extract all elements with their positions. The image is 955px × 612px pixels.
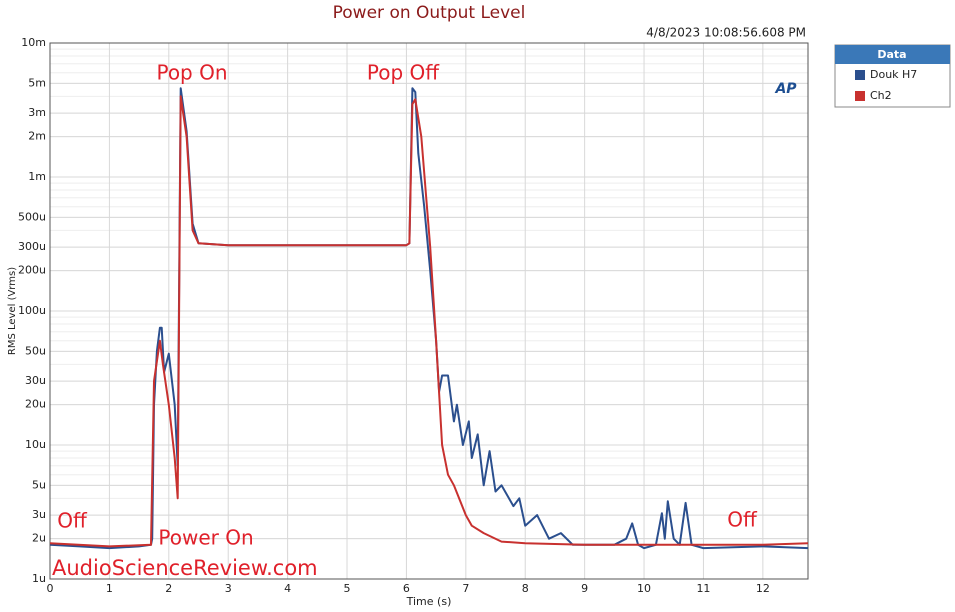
legend-swatch — [855, 91, 865, 101]
x-tick-label: 6 — [403, 582, 410, 595]
legend-label: Douk H7 — [870, 68, 917, 81]
y-tick-label: 10u — [25, 438, 46, 451]
y-tick-label: 50u — [25, 344, 46, 357]
annotation: Power On — [158, 526, 253, 550]
legend-title: Data — [877, 48, 906, 61]
y-tick-label: 300u — [18, 240, 46, 253]
y-tick-label: 2u — [32, 532, 46, 545]
y-tick-label: 100u — [18, 304, 46, 317]
x-tick-label: 5 — [344, 582, 351, 595]
x-tick-label: 1 — [106, 582, 113, 595]
annotation: Off — [727, 508, 758, 532]
x-tick-label: 4 — [284, 582, 291, 595]
y-tick-label: 1m — [28, 170, 46, 183]
annotation: Off — [57, 509, 88, 533]
x-tick-label: 0 — [47, 582, 54, 595]
x-tick-label: 9 — [581, 582, 588, 595]
logo: AP — [774, 81, 797, 97]
y-tick-label: 500u — [18, 210, 46, 223]
x-tick-label: 2 — [165, 582, 172, 595]
plot-border — [49, 42, 809, 580]
legend-header — [835, 45, 950, 64]
y-tick-label: 3m — [28, 106, 46, 119]
x-tick-label: 7 — [462, 582, 469, 595]
x-tick-label: 12 — [756, 582, 770, 595]
y-axis-label: RMS Level (Vrms) — [7, 267, 18, 355]
y-tick-label: 2m — [28, 130, 46, 143]
y-tick-label: 200u — [18, 264, 46, 277]
chart-title: Power on Output Level — [333, 3, 526, 23]
x-tick-label: 3 — [225, 582, 232, 595]
annotation: Pop On — [156, 61, 227, 85]
y-tick-label: 1u — [32, 572, 46, 585]
watermark: AudioScienceReview.com — [52, 556, 318, 580]
y-tick-label: 30u — [25, 374, 46, 387]
x-axis-label: Time (s) — [406, 595, 452, 608]
y-tick-label: 5m — [28, 76, 46, 89]
x-tick-label: 10 — [637, 582, 651, 595]
y-tick-label: 5u — [32, 478, 46, 491]
annotation: Pop Off — [367, 61, 440, 85]
y-tick-label: 3u — [32, 508, 46, 521]
x-tick-label: 11 — [696, 582, 710, 595]
legend-label: Ch2 — [870, 89, 892, 102]
timestamp: 4/8/2023 10:08:56.608 PM — [646, 26, 806, 40]
x-tick-label: 8 — [522, 582, 529, 595]
y-tick-label: 20u — [25, 398, 46, 411]
legend-swatch — [855, 70, 865, 80]
series-line — [49, 95, 809, 548]
series-line — [49, 87, 809, 550]
y-tick-label: 10m — [21, 36, 46, 49]
